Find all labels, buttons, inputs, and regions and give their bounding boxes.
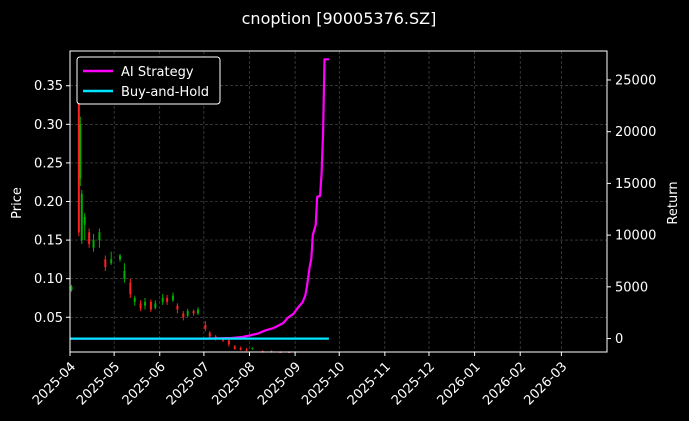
y-axis-left: 0.05 0.10 0.15 0.20 0.25 0.30 0.35 <box>34 79 70 326</box>
candle-body-30 <box>227 340 230 345</box>
y-axis-right: 0 5000 10000 15000 20000 25000 <box>607 73 656 347</box>
y-left-tick-label-0.30: 0.30 <box>34 118 63 133</box>
candle-body-16 <box>149 301 152 310</box>
chart-title: cnoption [90005376.SZ] <box>242 9 437 28</box>
candle-body-19 <box>166 297 169 302</box>
candle-body-25 <box>196 309 199 314</box>
candle-body-32 <box>239 348 242 350</box>
y-right-tick-label-5000: 5000 <box>615 280 648 295</box>
candle-body-1 <box>77 101 80 233</box>
candles <box>70 81 291 353</box>
y-right-tick-label-15000: 15000 <box>615 177 656 192</box>
candle-body-14 <box>139 303 142 309</box>
y-axis-right-label: Return <box>666 181 681 224</box>
y-left-tick-label-0.20: 0.20 <box>34 195 63 210</box>
candle-body-33 <box>245 349 248 351</box>
candle-body-23 <box>186 311 189 316</box>
legend: AI Strategy Buy-and-Hold <box>76 56 221 105</box>
candle-body-3 <box>80 193 83 241</box>
candle-body-9 <box>110 259 113 264</box>
y-left-tick-label-0.05: 0.05 <box>34 311 63 326</box>
y-right-tick-label-10000: 10000 <box>615 229 656 244</box>
y-right-tick-label-20000: 20000 <box>615 125 656 140</box>
candle-body-7 <box>98 232 101 241</box>
series-lines <box>70 58 329 340</box>
candle-body-17 <box>154 303 157 309</box>
candle-body-27 <box>208 332 211 337</box>
candle-body-11 <box>123 270 126 279</box>
y-left-tick-label-0.35: 0.35 <box>34 79 63 94</box>
candle-body-20 <box>171 295 174 301</box>
y-left-tick-label-0.25: 0.25 <box>34 156 63 171</box>
candle-body-26 <box>204 324 207 329</box>
candle-body-4 <box>83 216 86 225</box>
candle-body-34 <box>251 348 254 350</box>
legend-label-buy-and-hold: Buy-and-Hold <box>121 85 209 100</box>
candle-body-6 <box>92 240 95 248</box>
y-right-tick-label-25000: 25000 <box>615 73 656 88</box>
candle-body-24 <box>192 311 195 314</box>
candle-body-12 <box>129 282 132 295</box>
candle-body-15 <box>144 301 147 306</box>
candle-body-21 <box>176 305 179 310</box>
y-left-tick-label-0.10: 0.10 <box>34 272 63 287</box>
candle-body-5 <box>88 232 91 244</box>
candle-body-31 <box>233 346 236 349</box>
candle-body-18 <box>161 297 164 302</box>
candle-body-8 <box>104 259 107 268</box>
candle-body-10 <box>119 255 122 260</box>
candle-body-22 <box>182 313 185 318</box>
candle-body-0 <box>70 286 73 291</box>
legend-label-ai-strategy: AI Strategy <box>121 65 194 80</box>
candle-body-13 <box>133 297 136 302</box>
y-axis-left-label: Price <box>10 187 25 219</box>
y-right-tick-label-0: 0 <box>615 332 623 347</box>
candle-body-2 <box>79 124 82 179</box>
y-left-tick-label-0.15: 0.15 <box>34 234 63 249</box>
